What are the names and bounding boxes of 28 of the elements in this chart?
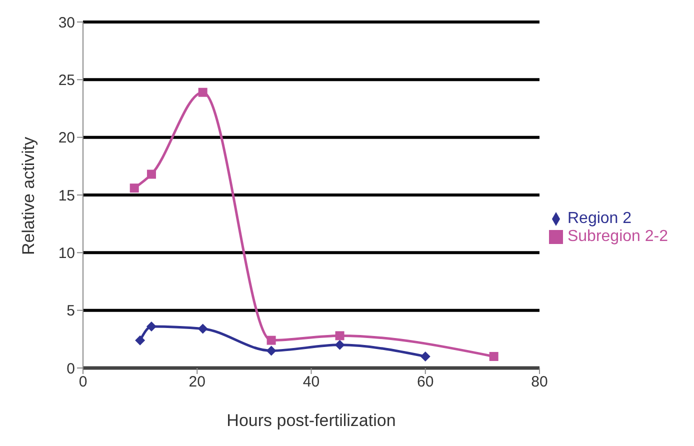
y-tick-label: 0	[66, 360, 75, 378]
y-tick-label: 15	[58, 187, 75, 204]
legend-label: Region 2	[567, 210, 632, 227]
y-tick-label: 10	[58, 244, 75, 262]
x-tick-label: 20	[188, 374, 206, 391]
point	[420, 351, 430, 362]
x-tick-label: 0	[78, 374, 88, 391]
point	[266, 346, 276, 356]
point	[266, 336, 276, 345]
y-axis-title: Relative activity	[19, 136, 38, 255]
y-tick-label: 20	[58, 130, 75, 147]
x-tick-label: 80	[531, 374, 548, 391]
x-tick-label: 40	[302, 374, 320, 391]
point	[334, 340, 345, 350]
point	[135, 335, 146, 346]
y-tick-label: 25	[58, 72, 75, 89]
x-tick-label: 60	[417, 374, 434, 391]
point	[146, 321, 156, 332]
legend-label: Subregion 2-2	[567, 228, 668, 245]
point	[489, 352, 498, 361]
point	[146, 170, 156, 179]
y-tick-label: 5	[66, 302, 75, 320]
point	[198, 324, 208, 334]
point	[335, 331, 344, 340]
x-axis-title: Hours post-fertilization	[226, 411, 396, 430]
point	[130, 184, 139, 193]
y-tick-label: 30	[58, 14, 75, 32]
point	[198, 88, 208, 97]
